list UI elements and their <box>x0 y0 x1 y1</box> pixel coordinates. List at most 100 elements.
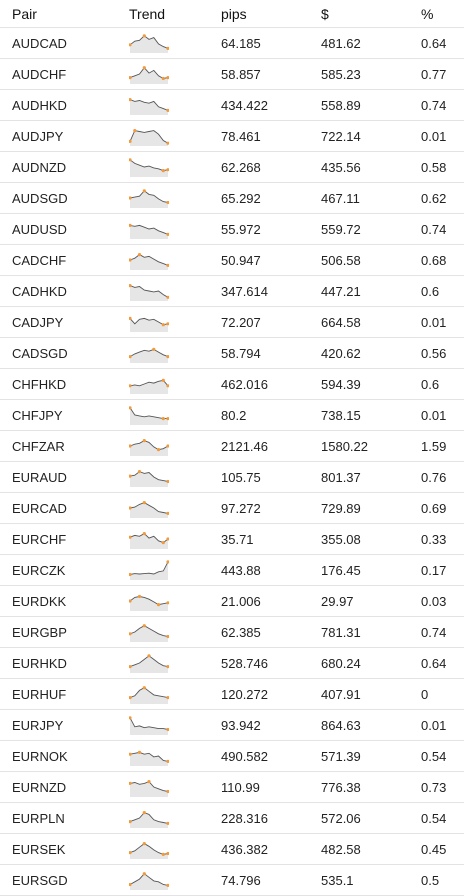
sparkline-point <box>129 444 132 448</box>
table-row[interactable]: EURCZK 443.88 176.45 0.17 <box>0 554 464 586</box>
usd-cell: 558.89 <box>310 89 410 121</box>
pair-cell: AUDUSD <box>0 213 118 245</box>
trend-cell <box>118 585 210 617</box>
sparkline-point <box>161 852 165 856</box>
percent-cell: 0.03 <box>410 585 464 617</box>
percent-cell: 0.64 <box>410 27 464 59</box>
sparkline-point <box>137 750 142 754</box>
sparkline-point <box>129 406 132 410</box>
pips-cell: 436.382 <box>210 833 310 865</box>
sparkline-point <box>129 43 132 47</box>
column-header-trend[interactable]: Trend <box>118 0 210 28</box>
percent-cell: 0.5 <box>410 864 464 896</box>
trend-cell <box>118 461 210 493</box>
usd-cell: 664.58 <box>310 306 410 338</box>
table-row[interactable]: CADCHF 50.947 506.58 0.68 <box>0 244 464 276</box>
pair-cell: CADCHF <box>0 244 118 276</box>
table-row[interactable]: EURPLN 228.316 572.06 0.54 <box>0 802 464 834</box>
trend-sparkline <box>129 532 169 549</box>
sparkline-area <box>130 752 168 766</box>
table-row[interactable]: EURHKD 528.746 680.24 0.64 <box>0 647 464 679</box>
sparkline-line <box>129 317 169 326</box>
sparkline-point <box>166 727 169 732</box>
trend-cell <box>118 27 210 59</box>
usd-cell: 680.24 <box>310 647 410 679</box>
sparkline-point <box>166 76 169 80</box>
table-row[interactable]: EURHUF 120.272 407.91 0 <box>0 678 464 710</box>
usd-cell: 722.14 <box>310 120 410 152</box>
sparkline-point <box>166 141 169 145</box>
table-row[interactable]: EURSGD 74.796 535.1 0.5 <box>0 864 464 896</box>
table-row[interactable]: EURCAD 97.272 729.89 0.69 <box>0 492 464 524</box>
sparkline-point <box>166 696 169 700</box>
trend-cell <box>118 523 210 555</box>
percent-cell: 0.62 <box>410 182 464 214</box>
trend-sparkline <box>129 98 169 115</box>
usd-cell: 781.31 <box>310 616 410 648</box>
trend-sparkline <box>129 66 169 84</box>
column-header-usd[interactable]: $ <box>310 0 410 28</box>
table-row[interactable]: EURAUD 105.75 801.37 0.76 <box>0 461 464 493</box>
pips-cell: 228.316 <box>210 802 310 834</box>
table-row[interactable]: CHFZAR 2121.46 1580.22 1.59 <box>0 430 464 462</box>
table-row[interactable]: EURSEK 436.382 482.58 0.45 <box>0 833 464 865</box>
table-row[interactable]: EURNZD 110.99 776.38 0.73 <box>0 771 464 803</box>
table-row[interactable]: EURJPY 93.942 864.63 0.01 <box>0 709 464 741</box>
table-row[interactable]: EURDKK 21.006 29.97 0.03 <box>0 585 464 617</box>
sparkline-line <box>129 66 169 79</box>
sparkline-point <box>129 158 132 162</box>
sparkline-point <box>166 821 169 825</box>
table-row[interactable]: AUDNZD 62.268 435.56 0.58 <box>0 151 464 183</box>
sparkline-area <box>130 254 168 270</box>
usd-cell: 535.1 <box>310 864 410 896</box>
table-row[interactable]: CADSGD 58.794 420.62 0.56 <box>0 337 464 369</box>
table-row[interactable]: EURGBP 62.385 781.31 0.74 <box>0 616 464 648</box>
sparkline-point <box>129 384 132 388</box>
sparkline-point <box>129 851 132 855</box>
pair-cell: AUDNZD <box>0 151 118 183</box>
table-row[interactable]: CHFHKD 462.016 594.39 0.6 <box>0 368 464 400</box>
usd-cell: 776.38 <box>310 771 410 803</box>
sparkline-point <box>166 263 169 267</box>
pair-cell: CADHKD <box>0 275 118 307</box>
column-header-percent[interactable]: % <box>410 0 464 28</box>
sparkline-area <box>130 35 168 53</box>
sparkline-point <box>137 470 142 474</box>
pips-cell: 74.796 <box>210 864 310 896</box>
table-row[interactable]: EURCHF 35.71 355.08 0.33 <box>0 523 464 555</box>
column-header-pips[interactable]: pips <box>210 0 310 28</box>
table-row[interactable]: CADHKD 347.614 447.21 0.6 <box>0 275 464 307</box>
table-row[interactable]: AUDHKD 434.422 558.89 0.74 <box>0 89 464 121</box>
table-row[interactable]: AUDSGD 65.292 467.11 0.62 <box>0 182 464 214</box>
trend-cell <box>118 709 210 741</box>
trend-cell <box>118 275 210 307</box>
percent-cell: 0.01 <box>410 306 464 338</box>
pair-cell: AUDHKD <box>0 89 118 121</box>
trend-cell <box>118 833 210 865</box>
sparkline-area <box>130 318 168 332</box>
sparkline-point <box>137 594 142 599</box>
trend-sparkline <box>129 654 169 673</box>
sparkline-area <box>130 781 168 797</box>
sparkline-area <box>130 687 168 704</box>
pair-cell: EURGBP <box>0 616 118 648</box>
pips-cell: 21.006 <box>210 585 310 617</box>
sparkline-area <box>130 533 168 549</box>
table-row[interactable]: AUDCHF 58.857 585.23 0.77 <box>0 58 464 90</box>
table-row[interactable]: AUDUSD 55.972 559.72 0.74 <box>0 213 464 245</box>
trend-sparkline <box>129 686 169 704</box>
table-row[interactable]: CHFJPY 80.2 738.15 0.01 <box>0 399 464 431</box>
percent-cell: 0.01 <box>410 709 464 741</box>
sparkline-point <box>142 686 146 690</box>
usd-cell: 467.11 <box>310 182 410 214</box>
table-row[interactable]: EURNOK 490.582 571.39 0.54 <box>0 740 464 772</box>
column-header-pair[interactable]: Pair <box>0 0 118 28</box>
sparkline-point <box>142 189 146 193</box>
table-row[interactable]: AUDJPY 78.461 722.14 0.01 <box>0 120 464 152</box>
sparkline-point <box>129 139 132 143</box>
table-row[interactable]: CADJPY 72.207 664.58 0.01 <box>0 306 464 338</box>
trend-sparkline <box>129 223 169 239</box>
pips-cell: 64.185 <box>210 27 310 59</box>
table-row[interactable]: AUDCAD 64.185 481.62 0.64 <box>0 27 464 59</box>
